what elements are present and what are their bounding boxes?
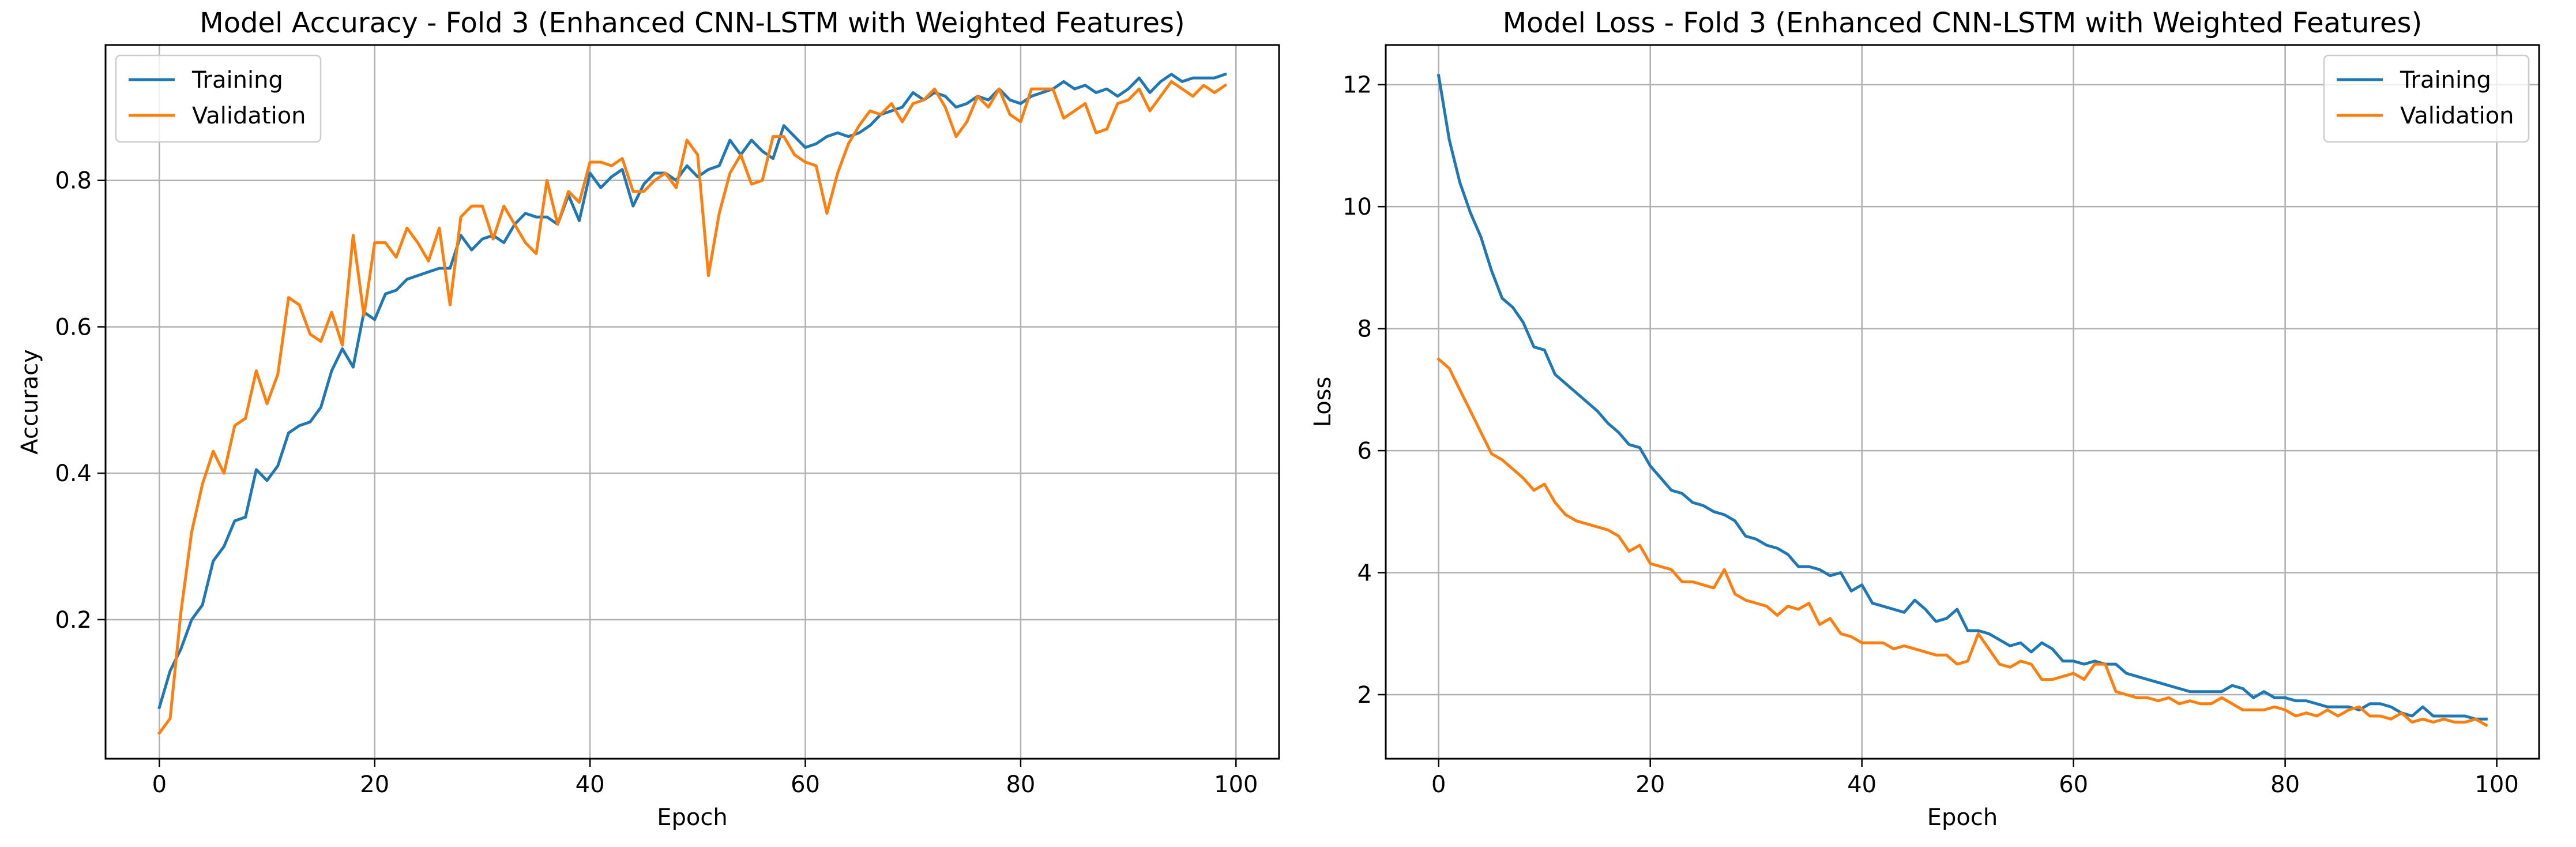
- accuracy-x-tick-label: 100: [1214, 771, 1258, 798]
- loss-x-tick-label: 60: [2059, 771, 2088, 798]
- loss-chart: 0 20 40 60 80 100 2 4 6 8 10 12 Model Loss - Fold 3…: [1310, 7, 2540, 831]
- loss-y-tick-label: 8: [1357, 316, 1372, 343]
- loss-axes-frame: [1385, 44, 2540, 760]
- loss-ticks: 0 20 40 60 80 100 2 4 6 8 10 12: [1342, 72, 2519, 798]
- accuracy-series-validation: [157, 80, 1228, 736]
- loss-y-tick-label: 12: [1342, 72, 1372, 99]
- accuracy-x-axis-label: Epoch: [657, 804, 727, 831]
- accuracy-y-axis-label: Accuracy: [17, 349, 43, 455]
- accuracy-axes-frame: [104, 44, 1280, 760]
- accuracy-y-tick-label: 0.2: [55, 607, 92, 634]
- accuracy-x-tick-label: 80: [1006, 771, 1035, 798]
- loss-x-tick-label: 20: [1635, 771, 1665, 798]
- loss-x-tick-label: 0: [1431, 771, 1446, 798]
- loss-legend-training-label: Training: [2400, 67, 2491, 93]
- accuracy-series: [157, 72, 1228, 736]
- loss-y-axis-label: Loss: [1310, 377, 1336, 428]
- loss-legend-box: [2323, 54, 2530, 143]
- loss-legend-validation-label: Validation: [2400, 103, 2514, 129]
- loss-y-tick-label: 6: [1357, 438, 1372, 464]
- loss-series-validation: [1436, 357, 2488, 728]
- loss-legend: Training Validation: [2323, 54, 2530, 143]
- accuracy-y-tick-label: 0.6: [55, 314, 92, 340]
- loss-x-axis-label: Epoch: [1927, 804, 1998, 831]
- loss-grid: [1386, 45, 2539, 759]
- accuracy-legend: Training Validation: [115, 54, 322, 143]
- accuracy-chart: 0 20 40 60 80 100 0.2 0.4 0.6 0.8 Model Accuracy …: [17, 7, 1280, 831]
- accuracy-x-tick-label: 40: [576, 771, 605, 798]
- loss-y-tick-label: 2: [1357, 682, 1372, 709]
- accuracy-series-training: [157, 72, 1227, 710]
- accuracy-legend-box: [115, 54, 322, 143]
- loss-x-tick-label: 100: [2475, 771, 2518, 798]
- loss-y-tick-label: 4: [1357, 560, 1372, 587]
- loss-series-training: [1436, 74, 2488, 721]
- accuracy-x-tick-label: 60: [791, 771, 820, 798]
- loss-chart-title: Model Loss - Fold 3 (Enhanced CNN-LSTM w…: [1503, 7, 2423, 39]
- accuracy-y-tick-label: 0.4: [55, 460, 92, 487]
- loss-x-tick-label: 80: [2270, 771, 2300, 798]
- accuracy-chart-title: Model Accuracy - Fold 3 (Enhanced CNN-LS…: [200, 7, 1184, 39]
- accuracy-x-tick-label: 0: [152, 771, 167, 798]
- loss-series: [1436, 74, 2488, 728]
- accuracy-y-tick-label: 0.8: [55, 168, 92, 194]
- accuracy-ticks: 0 20 40 60 80 100 0.2 0.4 0.6 0.8: [55, 168, 1258, 798]
- accuracy-x-tick-label: 20: [360, 771, 389, 798]
- accuracy-legend-validation-label: Validation: [192, 103, 306, 129]
- loss-y-tick-label: 10: [1342, 194, 1372, 220]
- loss-x-tick-label: 40: [1847, 771, 1876, 798]
- accuracy-legend-training-label: Training: [191, 67, 283, 93]
